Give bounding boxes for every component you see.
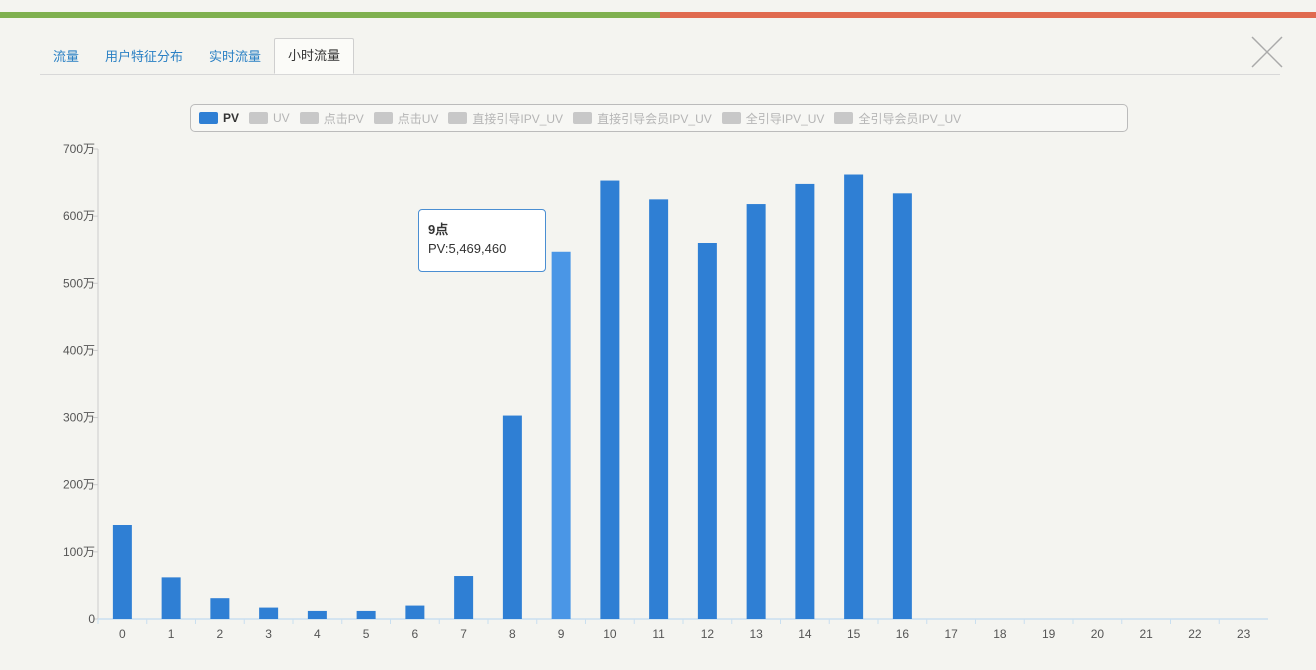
bar-hour-0[interactable] [112,525,132,619]
y-tick-label: 500万 [63,276,95,290]
x-tick-label: 2 [217,627,224,641]
tab-traffic[interactable]: 流量 [53,49,80,64]
bar-hour-13[interactable] [746,204,766,620]
x-tick-label: 3 [265,627,272,641]
x-tick-label: 20 [1091,627,1105,641]
bar-hour-3[interactable] [259,607,279,619]
legend-swatch [249,112,269,124]
bar-hour-11[interactable] [649,199,669,619]
y-tick-label: 400万 [63,343,95,357]
x-tick-label: 12 [701,627,715,641]
bar-hour-12[interactable] [697,243,717,619]
legend-label: 点击PV [323,111,364,126]
y-tick-label: 0 [88,612,95,626]
x-tick-label: 14 [798,627,812,641]
chart-legend: PV UV 点击PV 点击UV 直接引导IPV_UV 直接引导会员IPV_UV … [190,104,1128,132]
close-icon[interactable] [1250,35,1284,69]
legend-label: 全引导IPV_UV [745,111,825,126]
tab-hourly-traffic[interactable]: 小时流量 [274,38,355,74]
tab-user-features[interactable]: 用户特征分布 [105,49,184,64]
y-tick-label: 100万 [63,545,95,559]
legend-label: UV [273,111,290,125]
bar-hour-4[interactable] [307,610,327,619]
legend-label: 全引导会员IPV_UV [858,111,962,126]
legend-swatch [448,112,468,124]
top-color-bar [0,12,1316,18]
x-tick-label: 21 [1139,627,1153,641]
x-tick-label: 1 [168,627,175,641]
bar-hour-5[interactable] [356,610,376,619]
legend-swatch [299,112,319,124]
x-tick-label: 15 [847,627,861,641]
legend-label: 直接引导IPV_UV [472,111,564,126]
y-tick-label: 600万 [63,209,95,223]
legend-item-direct-ipv-uv[interactable]: 直接引导IPV_UV [448,110,563,127]
x-axis-ticks: 0 1 2 3 4 5 6 7 8 9 10 11 12 13 14 15 16 17 18 19 20 21 22 23 [97,619,1251,641]
tab-bar: 流量 用户特征分布 实时流量 小时流量 [40,38,355,74]
legend-item-uv[interactable]: UV [249,111,290,125]
bar-hour-10[interactable] [600,180,620,620]
x-tick-label: 19 [1042,627,1056,641]
top-bar-green [0,12,660,18]
legend-item-all-member-ipv-uv[interactable]: 全引导会员IPV_UV [834,110,961,127]
y-tick-label: 300万 [63,411,95,425]
x-tick-label: 22 [1188,627,1202,641]
legend-label: 直接引导会员IPV_UV [597,111,712,126]
bar-series-pv [112,174,912,620]
x-tick-label: 18 [993,627,1007,641]
x-tick-label: 0 [119,627,126,641]
legend-swatch [199,112,218,124]
legend-swatch [834,112,854,124]
bar-hour-8[interactable] [502,415,522,619]
x-tick-label: 13 [749,627,763,641]
bar-hour-9[interactable] [551,251,571,619]
legend-swatch [573,112,593,124]
tab-divider [40,74,1280,75]
legend-item-click-uv[interactable]: 点击UV [373,110,439,127]
x-tick-label: 17 [944,627,958,641]
bar-hour-2[interactable] [210,598,230,619]
x-tick-label: 9 [558,627,565,641]
legend-swatch [373,112,393,124]
legend-item-direct-member-ipv-uv[interactable]: 直接引导会员IPV_UV [573,110,712,127]
tooltip-value: PV:5,469,460 [428,241,507,256]
x-tick-label: 5 [363,627,370,641]
legend-item-all-ipv-uv[interactable]: 全引导IPV_UV [721,110,825,127]
chart-tooltip: 9点 PV:5,469,460 [418,209,546,272]
x-tick-label: 16 [896,627,910,641]
legend-item-pv[interactable]: PV [199,111,239,125]
x-tick-label: 23 [1237,627,1251,641]
legend-label: PV [223,111,240,125]
x-tick-label: 6 [412,627,419,641]
x-tick-label: 10 [603,627,617,641]
y-tick-label: 700万 [63,142,95,156]
bar-hour-14[interactable] [795,183,815,619]
tooltip-title: 9点 [428,222,449,237]
x-tick-label: 11 [652,627,665,641]
legend-item-click-pv[interactable]: 点击PV [299,110,364,127]
bar-hour-1[interactable] [161,577,181,619]
x-tick-label: 8 [509,627,516,641]
x-tick-label: 4 [314,627,321,641]
x-tick-label: 7 [460,627,467,641]
tab-realtime-traffic[interactable]: 实时流量 [209,49,262,64]
legend-label: 点击UV [397,111,439,126]
bar-hour-15[interactable] [844,174,864,619]
bar-hour-7[interactable] [454,576,474,619]
bar-hour-16[interactable] [892,193,912,620]
legend-swatch [721,112,741,124]
y-axis-ticks: 0 100万 200万 300万 400万 500万 600万 700万 [63,142,98,626]
top-bar-red [660,12,1316,18]
bar-hour-6[interactable] [405,605,425,619]
y-tick-label: 200万 [63,478,95,492]
